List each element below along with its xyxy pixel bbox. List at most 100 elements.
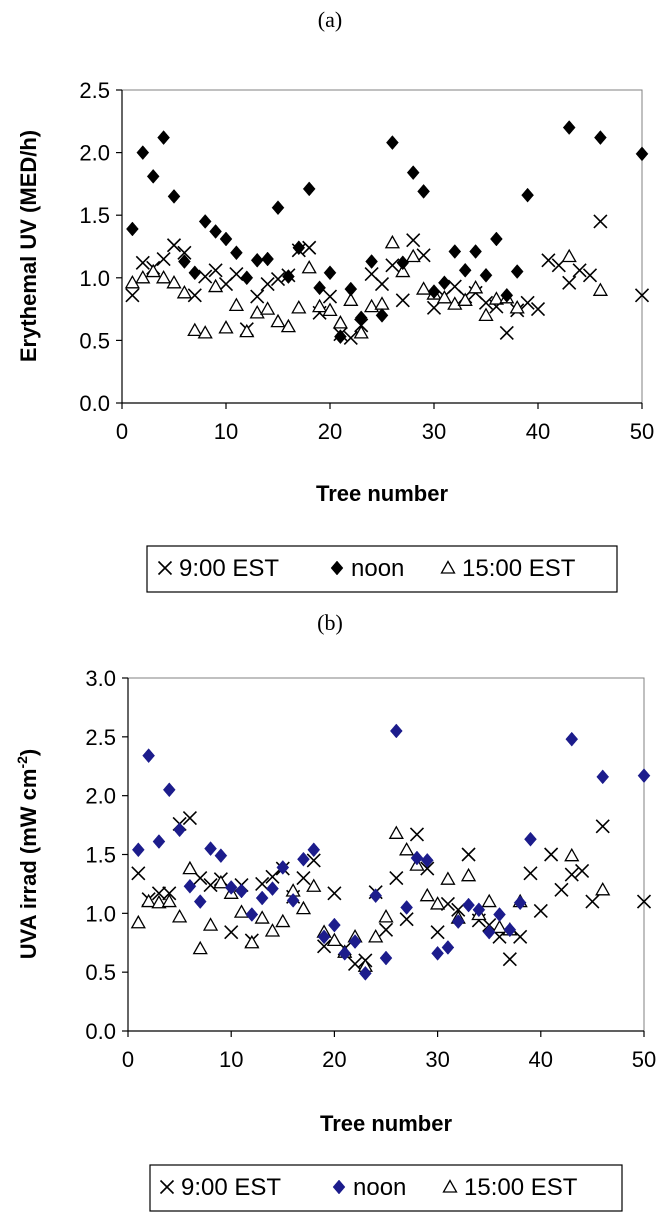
x-tick-label: 50 [632,1047,656,1072]
data-point-diamond [250,252,264,268]
x-tick-label: 40 [529,1047,553,1072]
data-point-triangle [343,292,359,306]
data-point-diamond [286,893,300,908]
data-point-x [499,325,514,340]
data-point-x [327,886,342,901]
data-point-x [374,276,390,292]
data-point-diamond [348,934,362,949]
data-point-triangle [176,285,193,299]
data-point-diamond [359,965,372,981]
data-point-x [378,922,394,937]
data-point-x [151,886,167,901]
data-point-x [135,255,150,270]
data-point-x [389,870,404,886]
data-point-x [347,956,363,971]
data-point-x [399,912,414,927]
data-point-x [478,295,494,310]
data-point-x [317,939,332,954]
data-point-diamond [354,310,368,326]
x-tick-label: 10 [214,419,238,444]
legend-marker-x [157,560,173,576]
data-point-diamond [510,264,524,279]
data-point-triangle [467,279,484,294]
data-point-triangle [440,871,456,885]
data-point-diamond [152,834,166,849]
data-point-diamond [596,769,610,785]
data-point-triangle [264,923,281,937]
data-point-diamond [458,262,472,278]
data-point-diamond [214,848,228,864]
legend-a: 9:00 EST noon 15:00 EST [146,545,618,593]
data-point-x [595,819,610,834]
data-point-diamond [344,281,358,297]
data-point-x [224,925,239,940]
data-point-x [582,268,598,283]
data-point-triangle [481,893,497,908]
data-point-triangle [213,874,229,889]
y-tick-label: 3.0 [85,666,116,691]
data-point-x [302,240,317,255]
data-point-x [513,929,528,944]
data-point-triangle [491,919,508,934]
data-point-diamond [323,265,337,281]
data-point-x [585,894,600,909]
data-point-diamond [157,130,170,145]
data-point-diamond [240,270,254,286]
data-point-triangle [275,913,291,928]
data-point-diamond [490,231,503,247]
x-tick-label: 40 [526,419,550,444]
data-point-triangle [561,248,577,263]
data-point-diamond [224,880,238,895]
data-point-diamond [565,731,579,747]
data-point-x [187,288,202,303]
x-axis-title-a: Tree number [316,481,448,506]
data-point-x [530,302,546,317]
data-point-triangle [259,301,276,315]
data-point-triangle [207,278,224,293]
data-point-triangle [436,290,453,304]
legend-marker-diamond [332,1179,346,1195]
data-point-diamond [406,165,420,181]
data-point-diamond [389,723,403,739]
panel-label-b: (b) [317,610,343,635]
data-point-diamond [427,284,441,299]
data-point-diamond [417,184,430,199]
data-point-triangle [405,248,421,263]
y-tick-label: 0.0 [85,1019,116,1044]
y-tick-label: 2.5 [79,78,110,103]
legend-b: 9:00 EST noon 15:00 EST [149,1164,623,1212]
data-point-x [182,810,197,826]
y-tick-label: 1.5 [85,843,116,868]
data-point-diamond [562,120,576,135]
data-point-diamond [126,221,139,237]
data-point-diamond [396,255,410,271]
data-point-diamond [513,895,527,911]
data-point-diamond [297,851,310,867]
data-point-x [385,258,400,273]
data-point-diamond [334,329,347,345]
data-point-triangle [564,847,580,862]
y-ticks-a: 0.0 0.5 1.0 1.5 2.0 2.5 [79,78,122,416]
y-tick-label: 0.5 [79,328,110,353]
data-point-x [541,253,556,268]
data-point-x [265,869,280,884]
data-point-diamond [410,850,424,866]
data-point-diamond [451,914,465,929]
data-point-diamond [136,145,150,160]
data-point-diamond [292,240,306,256]
data-point-triangle [419,887,435,902]
x-ticks-b: 0 10 20 30 40 50 [122,1031,656,1072]
data-point-diamond [328,917,341,933]
data-point-diamond [379,950,393,966]
data-point-diamond [276,860,290,875]
y-tick-label: 0.5 [85,960,116,985]
data-point-triangle [202,917,219,931]
legend-label: 15:00 EST [462,555,576,582]
data-point-triangle [197,325,213,339]
data-point-x [306,853,321,868]
x-tick-label: 20 [322,1047,346,1072]
data-point-x [198,269,213,284]
chart-b: (b) 0.0 0.5 1.0 1.5 2.0 2.5 3.0 0 10 20 30 40 50 UV… [14,610,656,1212]
data-point-triangle [270,313,286,328]
y-axis-title-b: UVA irrad (mW cm-2) [14,749,41,959]
